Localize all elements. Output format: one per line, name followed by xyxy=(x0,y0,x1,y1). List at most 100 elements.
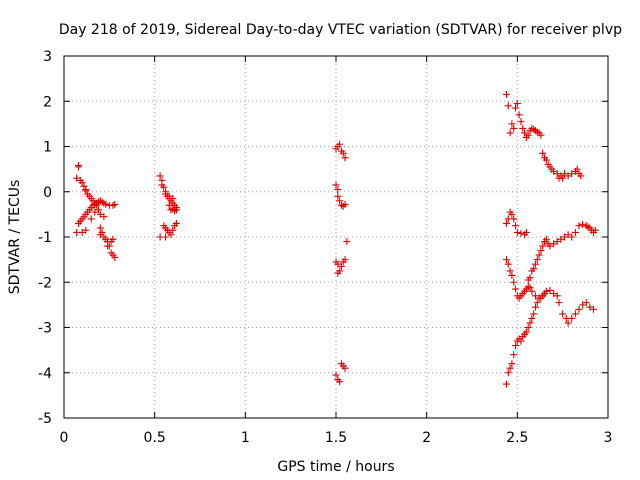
data-point xyxy=(172,206,180,214)
data-point xyxy=(341,200,349,208)
data-point xyxy=(526,284,534,292)
data-point xyxy=(546,242,554,250)
data-point xyxy=(575,305,583,313)
data-point xyxy=(73,174,81,182)
chart-title: Day 218 of 2019, Sidereal Day-to-day VTE… xyxy=(59,22,622,38)
data-point xyxy=(169,226,177,234)
data-point xyxy=(564,231,572,239)
data-point xyxy=(510,278,518,286)
data-point xyxy=(336,140,344,148)
data-point xyxy=(337,201,345,209)
data-point xyxy=(533,299,541,307)
y-tick-label: -4 xyxy=(38,366,52,382)
y-tick-label: 3 xyxy=(43,49,52,65)
data-point xyxy=(560,170,568,178)
data-point xyxy=(96,231,104,239)
data-point xyxy=(508,120,516,128)
data-point xyxy=(100,213,108,221)
data-point xyxy=(571,228,579,236)
data-point xyxy=(339,149,347,157)
data-point xyxy=(111,200,119,208)
data-point xyxy=(102,200,110,208)
data-point xyxy=(517,337,525,345)
data-point xyxy=(510,215,518,223)
data-point xyxy=(553,170,561,178)
data-point xyxy=(504,260,512,268)
data-point xyxy=(568,314,576,322)
data-point xyxy=(343,238,351,246)
y-tick-label: -2 xyxy=(38,275,52,291)
data-point xyxy=(104,242,112,250)
data-point xyxy=(531,303,539,311)
data-point xyxy=(568,233,576,241)
data-point xyxy=(586,303,594,311)
data-point xyxy=(577,172,585,180)
data-point xyxy=(334,260,342,268)
data-point xyxy=(332,181,340,189)
data-point xyxy=(334,269,342,277)
data-point xyxy=(167,231,175,239)
data-point xyxy=(504,102,512,110)
data-point xyxy=(82,187,90,195)
data-point xyxy=(78,179,86,187)
data-point xyxy=(341,154,349,162)
data-point xyxy=(591,226,599,234)
data-point xyxy=(341,256,349,264)
data-point xyxy=(506,129,514,137)
data-point xyxy=(169,205,177,213)
data-point xyxy=(555,299,563,307)
data-point xyxy=(96,224,104,232)
data-point xyxy=(564,319,572,327)
data-point xyxy=(109,235,117,243)
data-point xyxy=(517,229,525,237)
x-axis-label: GPS time / hours xyxy=(277,459,394,475)
data-point xyxy=(550,240,558,248)
data-point xyxy=(515,111,523,119)
data-point xyxy=(542,156,550,164)
data-point xyxy=(542,287,550,295)
data-point xyxy=(550,290,558,298)
data-point xyxy=(579,220,587,228)
data-point xyxy=(539,149,547,157)
data-point xyxy=(336,197,344,205)
x-tick-label: 1 xyxy=(241,430,250,446)
data-point xyxy=(341,364,349,372)
x-tick-label: 1.5 xyxy=(325,430,347,446)
data-point xyxy=(530,265,538,273)
data-point xyxy=(533,256,541,264)
data-point xyxy=(506,267,514,275)
data-point xyxy=(559,174,567,182)
data-point xyxy=(334,192,342,200)
data-point xyxy=(165,192,173,200)
data-point xyxy=(560,233,568,241)
plot-frame xyxy=(63,55,609,419)
x-tick-label: 3 xyxy=(604,430,613,446)
data-point xyxy=(334,185,342,193)
data-point xyxy=(75,163,83,171)
data-point xyxy=(94,206,102,214)
data-point xyxy=(502,380,510,388)
data-point xyxy=(537,247,545,255)
data-points xyxy=(73,90,599,388)
data-point xyxy=(557,235,565,243)
data-point xyxy=(336,378,344,386)
data-point xyxy=(526,274,534,282)
data-point xyxy=(156,172,164,180)
data-point xyxy=(508,271,516,279)
data-point xyxy=(513,228,521,236)
y-tick-label: 0 xyxy=(43,185,52,201)
data-point xyxy=(539,242,547,250)
data-point xyxy=(78,228,86,236)
data-point xyxy=(553,292,561,300)
data-point xyxy=(526,319,534,327)
grid xyxy=(64,56,608,418)
data-point xyxy=(521,129,529,137)
y-tick-label: -3 xyxy=(38,321,52,337)
data-point xyxy=(524,131,532,139)
data-point xyxy=(512,104,520,112)
data-point xyxy=(579,301,587,309)
data-point xyxy=(553,238,561,246)
data-point xyxy=(80,182,88,190)
data-point xyxy=(96,210,104,218)
